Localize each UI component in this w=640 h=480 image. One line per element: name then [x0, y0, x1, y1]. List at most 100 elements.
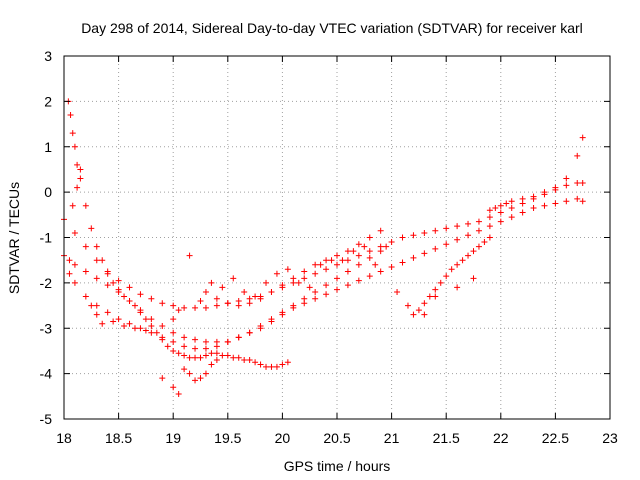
data-point [69, 202, 76, 209]
data-point [170, 316, 177, 323]
data-point [579, 198, 586, 205]
data-point [93, 257, 100, 264]
data-point [486, 214, 493, 221]
data-point [317, 261, 324, 268]
data-point [170, 302, 177, 309]
data-point [530, 205, 537, 212]
data-point [202, 352, 209, 359]
data-point [295, 279, 302, 286]
data-point [74, 184, 81, 191]
data-point [519, 195, 526, 202]
data-point [284, 266, 291, 273]
data-point [492, 205, 499, 212]
data-point [137, 307, 144, 314]
data-point [88, 302, 95, 309]
data-point [213, 302, 220, 309]
data-point [208, 350, 215, 357]
data-point [246, 300, 253, 307]
data-point [142, 316, 149, 323]
data-point [574, 195, 581, 202]
data-point [202, 304, 209, 311]
data-point [475, 218, 482, 225]
data-point [306, 284, 313, 291]
data-point [148, 329, 155, 336]
data-point [552, 200, 559, 207]
data-point [563, 198, 570, 205]
data-point [273, 363, 280, 370]
data-point [202, 345, 209, 352]
data-point [432, 286, 439, 293]
data-point [175, 307, 182, 314]
data-point [508, 214, 515, 221]
data-point [366, 234, 373, 241]
data-point [246, 329, 253, 336]
series-track-5 [202, 227, 384, 309]
data-point [486, 223, 493, 230]
data-point [334, 286, 340, 293]
data-point [279, 361, 286, 368]
data-point [110, 279, 117, 286]
data-point [344, 257, 351, 264]
data-point [246, 357, 253, 364]
data-point [181, 366, 188, 373]
data-point [481, 239, 488, 246]
data-point [126, 284, 133, 291]
data-point [552, 184, 559, 191]
data-point [355, 261, 362, 268]
data-point [465, 220, 472, 227]
chart-title: Day 298 of 2014, Sidereal Day-to-day VTE… [81, 20, 583, 36]
data-point [131, 302, 138, 309]
data-point [263, 363, 270, 370]
data-point [192, 304, 199, 311]
data-point [115, 316, 122, 323]
data-point [148, 322, 155, 329]
data-point [344, 248, 351, 255]
data-point [273, 270, 280, 277]
data-point [350, 248, 357, 255]
data-point [148, 295, 155, 302]
data-point [126, 298, 133, 305]
data-point [503, 200, 510, 207]
data-point [159, 300, 166, 307]
data-point [312, 288, 319, 295]
data-point [399, 259, 406, 266]
y-tick-label: 3 [44, 48, 52, 64]
data-point [541, 202, 548, 209]
gridlines [64, 56, 610, 419]
data-point [344, 282, 351, 289]
data-point [334, 261, 340, 268]
data-point [448, 266, 455, 273]
data-point [71, 261, 78, 268]
data-point [519, 209, 526, 216]
data-point [186, 354, 193, 361]
data-point [170, 338, 177, 345]
data-point [74, 161, 81, 168]
series-track-1 [65, 98, 291, 370]
data-point [475, 227, 482, 234]
x-tick-label: 19 [165, 430, 181, 446]
data-point [421, 250, 428, 257]
data-point [208, 361, 215, 368]
data-point [530, 193, 537, 200]
data-point [366, 254, 373, 261]
data-point [497, 202, 504, 209]
data-point [344, 268, 351, 275]
y-axis-label: SDTVAR / TECUs [6, 182, 22, 294]
data-point [361, 243, 368, 250]
data-point [71, 279, 78, 286]
data-point [301, 295, 308, 302]
data-point [574, 152, 581, 159]
data-point [323, 266, 330, 273]
data-point [366, 248, 373, 255]
data-point [415, 307, 422, 314]
data-point [137, 291, 144, 298]
data-point [159, 322, 166, 329]
data-point [443, 225, 450, 232]
data-point [235, 354, 242, 361]
y-tick-label: -5 [40, 411, 53, 427]
data-point [579, 134, 586, 141]
data-point [508, 198, 515, 205]
data-point [197, 354, 204, 361]
data-point [93, 243, 100, 250]
data-point [454, 236, 461, 243]
